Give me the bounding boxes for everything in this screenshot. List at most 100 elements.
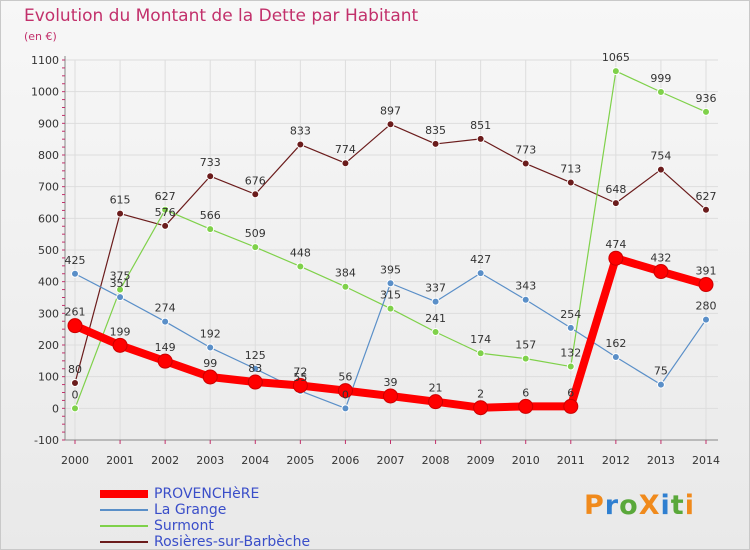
data-label: 615 [110, 194, 131, 207]
data-label: 427 [470, 253, 491, 266]
data-label: 157 [515, 339, 536, 352]
y-tick-label: 100 [38, 371, 59, 384]
data-label: 280 [696, 300, 717, 313]
data-label: 851 [470, 119, 491, 132]
data-point [521, 295, 530, 304]
data-label: 425 [65, 254, 86, 267]
legend-swatch-rosieres [100, 541, 148, 543]
y-tick-label: 400 [38, 276, 59, 289]
legend-label: PROVENCHèRE [154, 486, 260, 502]
x-tick-label: 2003 [196, 454, 224, 467]
data-label: 774 [335, 143, 356, 156]
data-label: 375 [110, 270, 131, 283]
data-point [157, 353, 173, 369]
proxiti-logo: ProXiti [584, 490, 695, 521]
data-label: 241 [425, 312, 446, 325]
data-point [296, 140, 305, 149]
data-point [431, 139, 440, 148]
data-label: 132 [560, 347, 581, 360]
data-point [608, 250, 624, 266]
x-tick-label: 2005 [286, 454, 314, 467]
data-label: 125 [245, 349, 266, 362]
x-tick-label: 2004 [241, 454, 269, 467]
data-label: 149 [155, 341, 176, 354]
data-point [116, 209, 125, 218]
y-tick-label: -100 [34, 434, 59, 447]
data-label: 99 [203, 357, 217, 370]
data-label: 199 [110, 325, 131, 338]
data-label: 21 [429, 382, 443, 395]
data-label: 835 [425, 124, 446, 137]
data-point [476, 269, 485, 278]
data-point [518, 398, 534, 414]
data-point [206, 225, 215, 234]
data-point [292, 378, 308, 394]
data-point [428, 394, 444, 410]
x-tick-label: 2011 [557, 454, 585, 467]
data-point [611, 67, 620, 76]
legend-swatch-provenchere [100, 490, 148, 498]
data-point [202, 369, 218, 385]
y-tick-label: 500 [38, 244, 59, 257]
data-point [116, 285, 125, 294]
x-tick-label: 2007 [377, 454, 405, 467]
x-tick-label: 2013 [647, 454, 675, 467]
data-point [161, 205, 170, 214]
data-label: 6 [522, 386, 529, 399]
data-point [116, 293, 125, 302]
unit-label: (en €) [24, 30, 57, 43]
data-label: 56 [338, 371, 352, 384]
data-label: 833 [290, 125, 311, 138]
legend-item: Rosières-sur-Barbèche [100, 534, 310, 550]
data-label: 6 [567, 386, 574, 399]
data-label: 566 [200, 209, 221, 222]
x-tick-label: 2001 [106, 454, 134, 467]
axis-layer: -100010020030040050060070080090010001100… [31, 54, 720, 467]
y-tick-label: 800 [38, 149, 59, 162]
data-point [656, 380, 665, 389]
data-point [476, 134, 485, 143]
data-label: 474 [605, 238, 626, 251]
data-label: 999 [650, 72, 671, 85]
data-label: 395 [380, 263, 401, 276]
data-point [341, 404, 350, 413]
data-label: 0 [72, 388, 79, 401]
data-point [251, 190, 260, 199]
data-label: 754 [650, 150, 671, 163]
data-point [476, 349, 485, 358]
legend-label: Rosières-sur-Barbèche [154, 534, 311, 550]
legend-item: PROVENCHèRE [100, 486, 310, 502]
data-point [521, 159, 530, 168]
y-tick-label: 200 [38, 339, 59, 352]
x-tick-label: 2000 [61, 454, 89, 467]
x-tick-label: 2010 [512, 454, 540, 467]
data-point [566, 178, 575, 187]
data-point [161, 221, 170, 230]
data-label: 0 [342, 388, 349, 401]
data-point [566, 362, 575, 371]
data-label: 1065 [602, 51, 630, 64]
legend: PROVENCHèRE La Grange Surmont Rosières-s… [100, 486, 310, 550]
data-point [341, 159, 350, 168]
data-label: 627 [696, 190, 717, 203]
legend-swatch-la-grange [100, 509, 148, 511]
data-point [112, 337, 128, 353]
y-tick-label: 1100 [31, 54, 59, 67]
data-point [702, 315, 710, 324]
data-label: 174 [470, 333, 491, 346]
data-point [71, 269, 79, 278]
data-label: 627 [155, 190, 176, 203]
data-point [251, 364, 260, 373]
data-label: 936 [696, 92, 717, 105]
legend-label: La Grange [154, 502, 227, 518]
data-point [656, 87, 665, 96]
data-label-layer: 80 615 576 733 676 833 774 897 835 851 773 713 648 75… [65, 51, 717, 401]
data-label: 391 [696, 265, 717, 278]
data-point [563, 398, 579, 414]
y-tick-label: 700 [38, 181, 59, 194]
data-label: 254 [560, 308, 581, 321]
data-point [702, 107, 710, 116]
data-label: 432 [650, 252, 671, 265]
data-label: 773 [515, 144, 536, 157]
data-label: 897 [380, 104, 401, 117]
